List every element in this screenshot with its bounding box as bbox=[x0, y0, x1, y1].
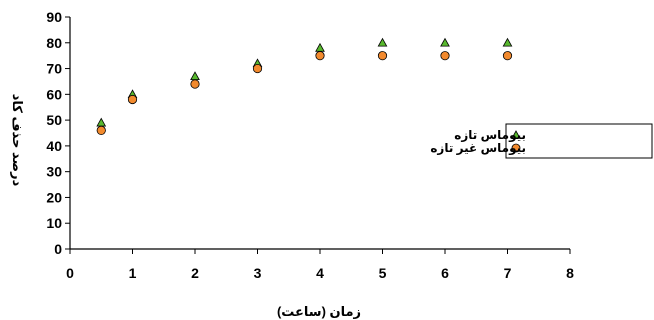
triangle-marker bbox=[190, 71, 200, 81]
legend-item: بیوماس غیر تازه bbox=[430, 141, 526, 156]
triangle-marker bbox=[502, 37, 513, 47]
circle-marker bbox=[502, 51, 513, 61]
x-tick-label: 1 bbox=[129, 265, 137, 281]
x-tick-label: 0 bbox=[66, 265, 74, 281]
x-tick-label: 6 bbox=[441, 265, 449, 281]
y-tick-label: 40 bbox=[46, 138, 62, 154]
circle-marker bbox=[377, 51, 388, 61]
x-axis-title: زمان (ساعت) bbox=[277, 304, 361, 319]
circle-marker bbox=[440, 51, 450, 61]
x-tick-label: 2 bbox=[191, 265, 199, 281]
legend-item: بیوماس تازه bbox=[454, 128, 526, 143]
y-tick-label: 80 bbox=[46, 35, 62, 51]
y-tick-label: 10 bbox=[46, 215, 62, 231]
x-tick-label: 3 bbox=[254, 265, 262, 281]
legend-label: بیوماس غیر تازه bbox=[430, 141, 526, 156]
y-tick-label: 20 bbox=[46, 189, 62, 205]
y-tick-label: 50 bbox=[46, 112, 62, 128]
triangle-marker bbox=[96, 117, 107, 127]
triangle-marker bbox=[377, 37, 388, 47]
y-axis-title: درصد حذف کاد bbox=[10, 94, 25, 187]
y-tick-label: 0 bbox=[54, 241, 62, 257]
circle-marker bbox=[96, 125, 106, 136]
circle-marker bbox=[252, 63, 263, 74]
circle-marker bbox=[315, 51, 325, 61]
triangle-marker bbox=[315, 42, 325, 52]
circle-marker bbox=[127, 94, 138, 105]
y-tick-label: 90 bbox=[46, 9, 62, 25]
legend-marker-circle bbox=[511, 143, 521, 153]
series-2 bbox=[96, 51, 513, 136]
y-tick-label: 60 bbox=[46, 86, 62, 102]
circle-marker bbox=[190, 79, 200, 89]
x-tick-label: 4 bbox=[316, 265, 324, 281]
legend-label: بیوماس تازه bbox=[454, 128, 526, 143]
data-points bbox=[96, 37, 513, 136]
x-tick-label: 8 bbox=[566, 265, 574, 281]
y-tick-label: 30 bbox=[46, 164, 62, 180]
legend-marker-triangle bbox=[511, 130, 521, 139]
triangle-marker bbox=[440, 37, 450, 47]
x-tick-label: 5 bbox=[379, 265, 387, 281]
tick-labels: 0 10 20 30 40 50 60 70 80 90 0 1 2 3 4 5 6 7 8 bbox=[46, 9, 574, 281]
series-1 bbox=[96, 37, 513, 127]
y-tick-label: 70 bbox=[46, 61, 62, 77]
legend-box bbox=[505, 123, 653, 159]
x-tick-label: 7 bbox=[504, 265, 512, 281]
